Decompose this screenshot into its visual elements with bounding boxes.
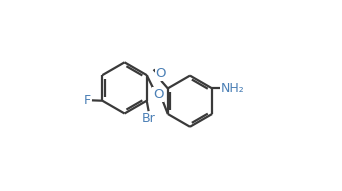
Text: NH₂: NH₂ bbox=[221, 82, 245, 95]
Text: O: O bbox=[156, 67, 166, 80]
Text: F: F bbox=[84, 94, 91, 107]
Text: O: O bbox=[153, 88, 163, 101]
Text: Br: Br bbox=[142, 112, 156, 125]
